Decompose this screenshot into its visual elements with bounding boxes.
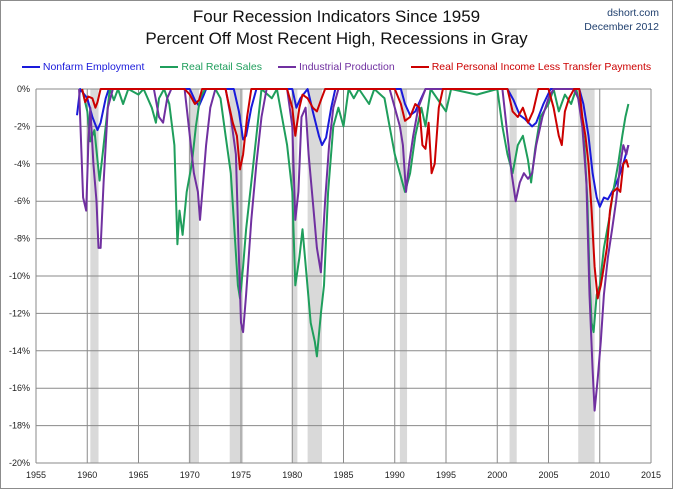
x-tick-label: 2000 <box>487 470 507 480</box>
x-tick-label: 1990 <box>385 470 405 480</box>
x-tick-label: 2010 <box>590 470 610 480</box>
chart-title: Four Recession Indicators Since 1959 <box>192 7 481 26</box>
x-tick-label: 1985 <box>333 470 353 480</box>
y-tick-label: -4% <box>14 159 30 169</box>
y-tick-label: -10% <box>9 271 30 281</box>
y-tick-label: -6% <box>14 196 30 206</box>
y-tick-label: -18% <box>9 421 30 431</box>
legend-swatch <box>21 66 40 68</box>
y-tick-label: -14% <box>9 346 30 356</box>
y-tick-label: 0% <box>17 84 30 94</box>
x-tick-label: 1980 <box>282 470 302 480</box>
x-tick-label: 1970 <box>180 470 200 480</box>
x-tick-label: 1955 <box>26 470 46 480</box>
credit-date: December 2012 <box>584 21 659 33</box>
legend-label: Industrial Production <box>298 61 395 73</box>
y-tick-label: -2% <box>14 121 30 131</box>
x-tick-label: 2005 <box>538 470 558 480</box>
credit-site: dshort.com <box>607 7 659 19</box>
series-line-nonfarm-employment <box>76 88 630 208</box>
legend-item: Real Retail Sales <box>160 61 262 73</box>
series-line-real-personal-income-less-transfer-payments <box>81 88 630 300</box>
legend-item: Real Personal Income Less Transfer Payme… <box>410 61 652 73</box>
legend-swatch <box>277 66 296 68</box>
x-tick-label: 1995 <box>436 470 456 480</box>
y-tick-label: -12% <box>9 308 30 318</box>
legend-swatch <box>410 66 429 68</box>
legend-label: Real Retail Sales <box>181 61 262 73</box>
legend-item: Industrial Production <box>277 61 395 73</box>
legend-label: Nonfarm Employment <box>42 61 145 73</box>
y-tick-label: -16% <box>9 383 30 393</box>
x-tick-label: 1960 <box>77 470 97 480</box>
chart-subtitle: Percent Off Most Recent High, Recessions… <box>145 29 528 48</box>
series-line-real-retail-sales <box>81 88 630 358</box>
legend-swatch <box>160 66 179 68</box>
y-tick-label: -8% <box>14 234 30 244</box>
x-tick-label: 2015 <box>641 470 661 480</box>
series-line-industrial-production <box>78 88 630 412</box>
legend: Nonfarm Employment Real Retail Sales Indus… <box>0 61 673 73</box>
legend-item: Nonfarm Employment <box>21 61 145 73</box>
y-tick-label: -20% <box>9 458 30 468</box>
x-tick-label: 1965 <box>128 470 148 480</box>
x-tick-label: 1975 <box>231 470 251 480</box>
legend-label: Real Personal Income Less Transfer Payme… <box>431 61 652 73</box>
